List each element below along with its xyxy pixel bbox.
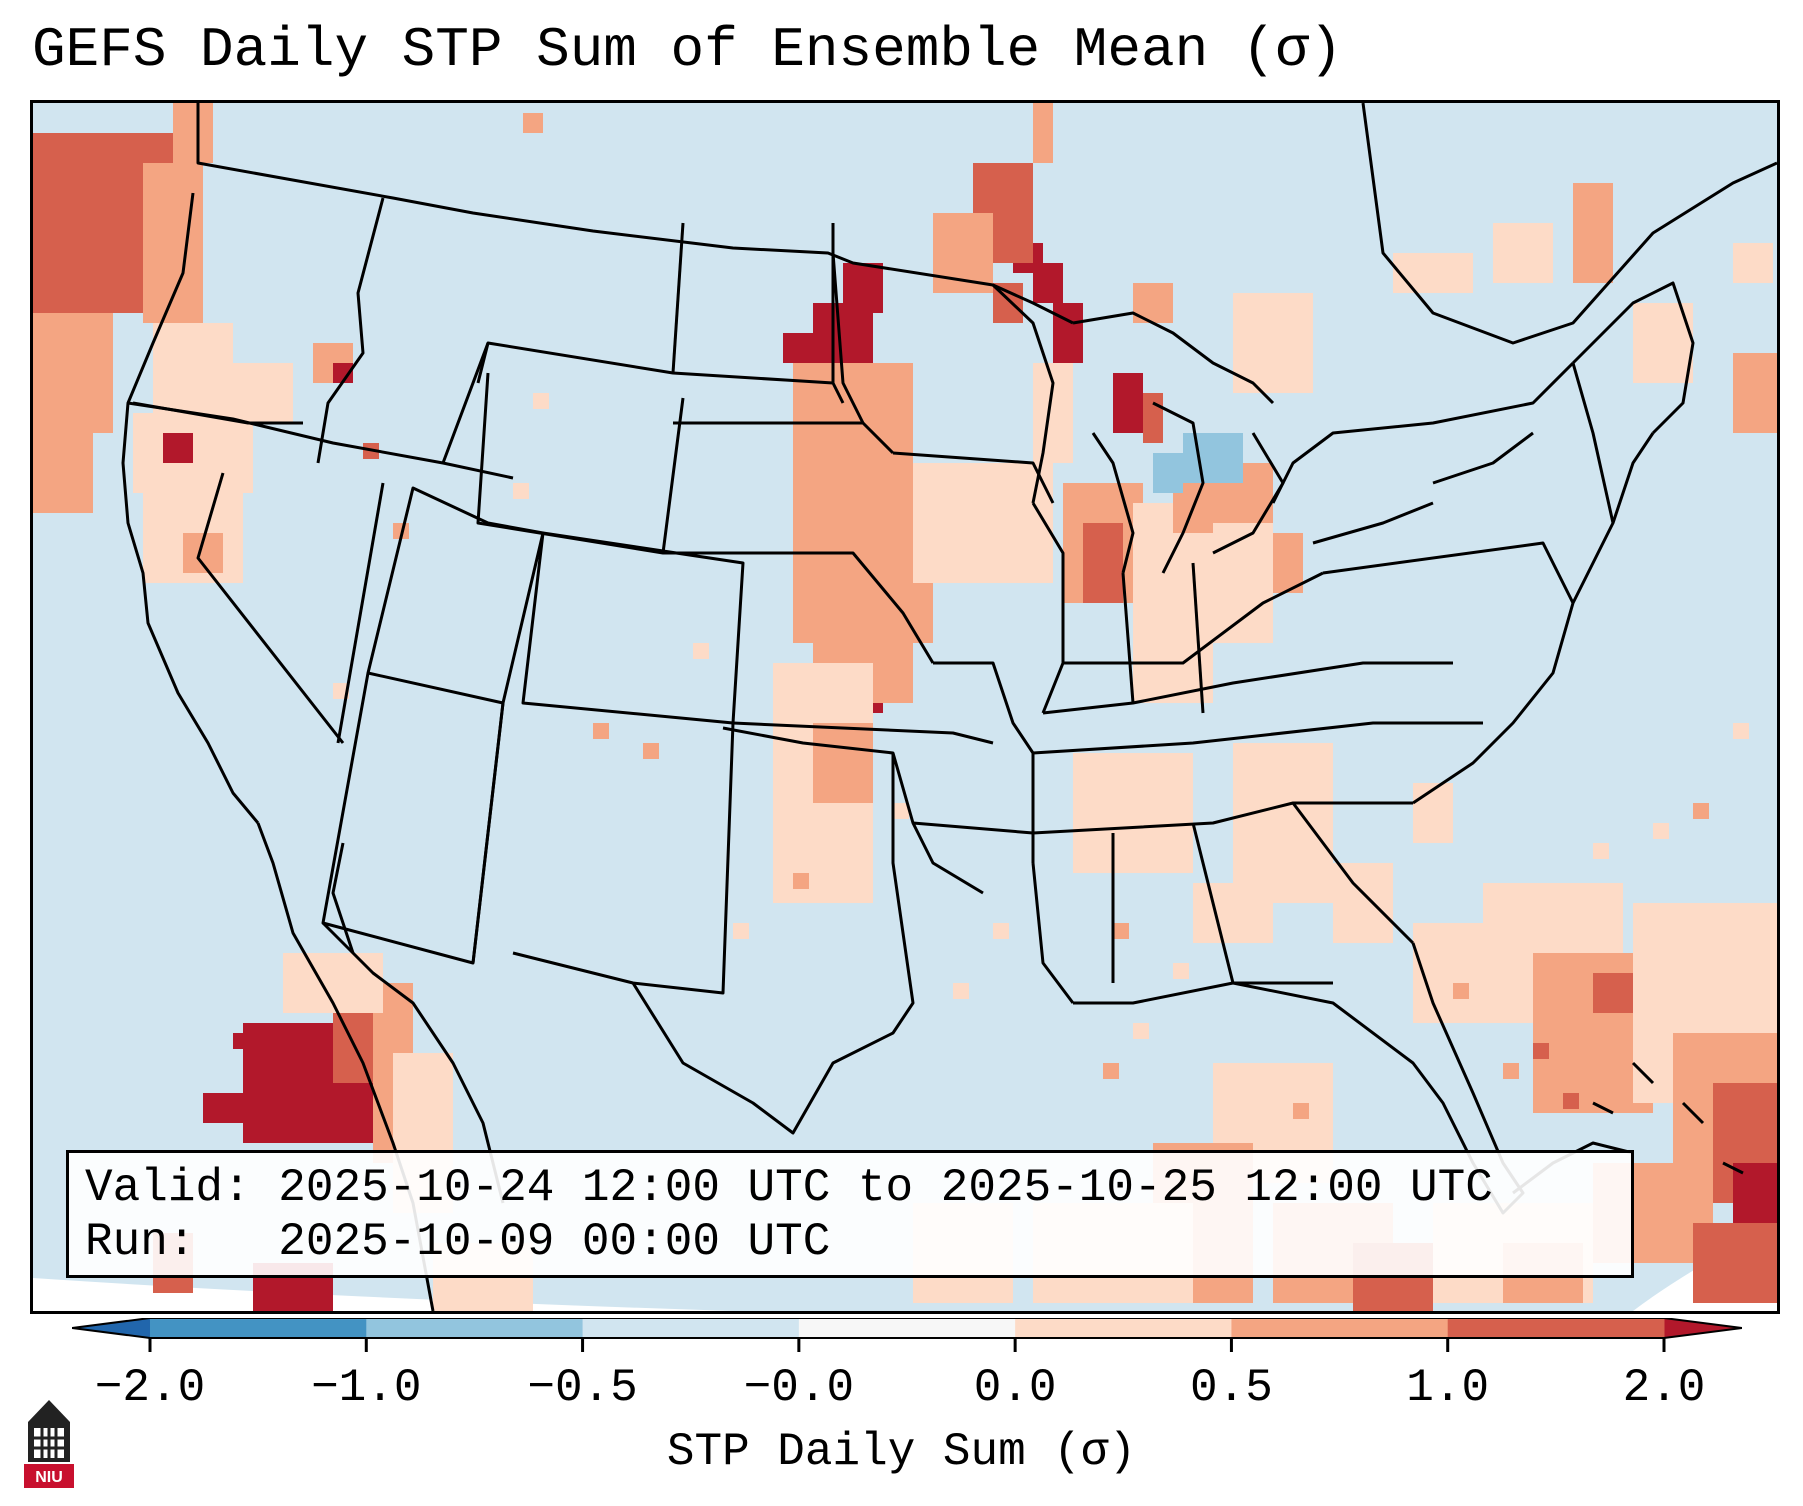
stp-field-cell (1233, 743, 1333, 903)
stp-field-cell (1563, 1093, 1579, 1109)
colorbar-tick-label: 0.0 (973, 1362, 1057, 1414)
stp-field-cell (1273, 533, 1303, 593)
niu-logo-text: NIU (35, 1469, 63, 1486)
colorbar-outline (72, 1318, 1742, 1339)
stp-field-cell (793, 503, 933, 643)
stp-field-cell (1153, 453, 1183, 493)
colorbar-label: STP Daily Sum (σ) (666, 1426, 1137, 1478)
stp-field-cell (1453, 983, 1469, 999)
map-title: GEFS Daily STP Sum of Ensemble Mean (σ) (32, 18, 1343, 82)
stp-field-cell (1693, 1223, 1777, 1303)
state-boundaries (121, 103, 1777, 1311)
stp-field-cell (1593, 843, 1609, 859)
colorbar-tick-label: 0.5 (1190, 1362, 1273, 1414)
run-label: Run: (85, 1216, 196, 1268)
stp-field-cell (593, 723, 609, 739)
stp-field-cell (1053, 303, 1083, 363)
stp-field-cell (913, 463, 1053, 583)
colorbar-segment (150, 1318, 367, 1338)
stp-field-cell (1213, 523, 1273, 643)
stp-field-cell (1293, 1103, 1309, 1119)
colorbar-segment (1231, 1318, 1449, 1338)
stp-field-cell (153, 323, 233, 413)
stp-field-cell (1393, 253, 1473, 293)
stp-field-cell (953, 983, 969, 999)
stp-field-cell (1533, 1043, 1549, 1059)
map-panel (30, 100, 1780, 1314)
stp-field-cell (523, 113, 543, 133)
projection-edge-left (33, 1278, 733, 1311)
colorbar-tick-label: −2.0 (94, 1362, 206, 1414)
valid-value: 2025-10-24 12:00 UTC to 2025-10-25 12:00… (278, 1162, 1493, 1214)
stp-field-cell (1033, 363, 1073, 463)
stp-field-cell (1193, 883, 1273, 943)
stp-field-cell (1073, 753, 1193, 873)
stp-field-cell (643, 743, 659, 759)
colorbar-tick-label: −0.0 (743, 1362, 855, 1414)
stp-field-cell (1133, 1023, 1149, 1039)
stp-field-cell (33, 433, 93, 513)
stp-field-cell (793, 873, 809, 889)
stp-field-cell (173, 103, 213, 163)
stp-field-cell (1733, 353, 1777, 433)
colorbar-tick-label: −1.0 (311, 1362, 422, 1414)
colorbar-segment (582, 1318, 800, 1338)
colorbar-tick-label: 2.0 (1622, 1362, 1706, 1414)
map-canvas (33, 103, 1777, 1311)
stp-field-cell (1503, 1063, 1519, 1079)
stp-field-cell (1083, 523, 1123, 603)
stp-field-cell (893, 803, 909, 819)
stp-field-cell (1733, 723, 1749, 739)
stp-field-cell (1413, 783, 1453, 843)
niu-logo: NIU (24, 1400, 74, 1488)
stp-field (33, 103, 1777, 1311)
stp-field-cell (813, 723, 873, 803)
stp-field-cell (1143, 393, 1163, 443)
stp-field-cell (33, 313, 113, 433)
stp-field-cell (163, 433, 193, 463)
stp-field-cell (533, 393, 549, 409)
stp-field-cell (203, 1093, 263, 1123)
stp-field-cell (513, 483, 529, 499)
run-value: 2025-10-09 00:00 UTC (278, 1216, 831, 1268)
stp-field-cell (1173, 963, 1189, 979)
stp-field-cell (333, 363, 353, 383)
stp-field-cell (1233, 293, 1313, 393)
stp-field-cell (33, 213, 143, 313)
colorbar-segment (1015, 1318, 1232, 1338)
stp-field-cell (1573, 183, 1613, 283)
stp-field-cell (1033, 103, 1053, 163)
valid-run-info-box: Valid: 2025-10-24 12:00 UTC to 2025-10-2… (66, 1150, 1634, 1278)
stp-field-cell (793, 363, 913, 503)
stp-field-cell (693, 643, 709, 659)
stp-field-cell (1493, 223, 1553, 283)
stp-field-cell (993, 923, 1009, 939)
stp-field-cell (1333, 863, 1393, 943)
stp-field-cell (1103, 1063, 1119, 1079)
stp-field-cell (1693, 803, 1709, 819)
stp-field-cell (1593, 973, 1633, 1013)
colorbar-segment (1447, 1318, 1665, 1338)
valid-label: Valid: (85, 1162, 251, 1214)
colorbar-under-arrow (72, 1318, 150, 1338)
stp-field-cell (733, 923, 749, 939)
colorbar-tick-label: 1.0 (1406, 1362, 1490, 1414)
stp-field-cell (1653, 823, 1669, 839)
stp-field-cell (273, 1043, 289, 1059)
stp-field-cell (233, 363, 293, 423)
stp-field-cell (1733, 243, 1773, 283)
stp-field-cell (1183, 433, 1243, 483)
stp-field-cell (1033, 263, 1063, 303)
stp-field-cell (1113, 373, 1143, 433)
colorbar-segment (366, 1318, 584, 1338)
stp-field-cell (1113, 923, 1129, 939)
colorbar-over-arrow (1664, 1318, 1742, 1338)
colorbar-segment (798, 1318, 1016, 1338)
colorbar (72, 1318, 1742, 1352)
stp-field-cell (233, 1033, 249, 1049)
colorbar-tick-label: −0.5 (527, 1362, 638, 1414)
